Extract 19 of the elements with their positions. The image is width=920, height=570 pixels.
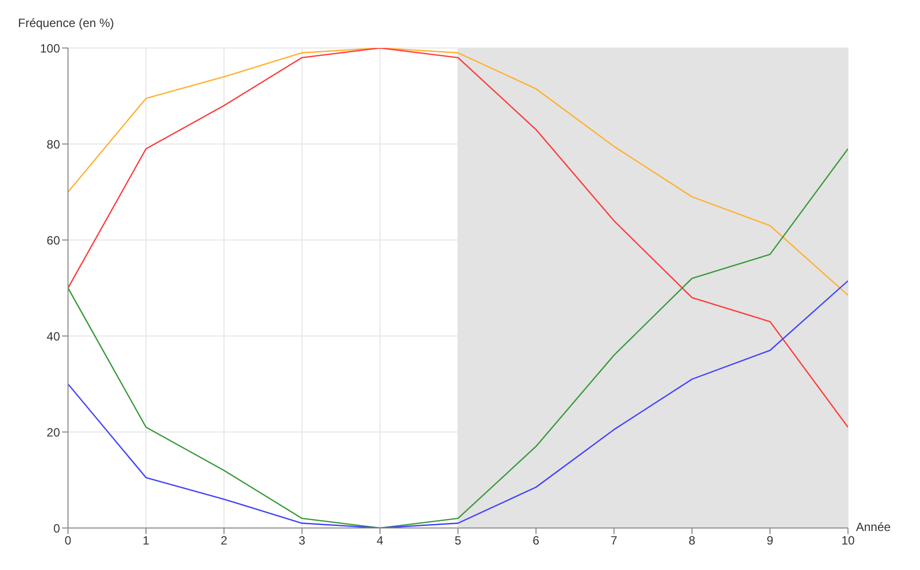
x-tick-label: 6 xyxy=(532,534,540,548)
x-tick-label: 10 xyxy=(841,534,855,548)
y-tick-label: 0 xyxy=(53,521,60,536)
y-tick-label: 100 xyxy=(40,41,60,56)
x-tick-label: 8 xyxy=(688,534,696,548)
x-tick-label: 4 xyxy=(376,534,384,548)
x-tick-label: 7 xyxy=(610,534,618,548)
x-tick-label: 0 xyxy=(64,534,72,548)
x-tick-label: 5 xyxy=(454,534,462,548)
y-axis-title: Fréquence (en %) xyxy=(18,16,114,30)
x-tick-label: 2 xyxy=(220,534,228,548)
y-tick-label: 20 xyxy=(46,425,60,440)
x-tick-label: 9 xyxy=(766,534,774,548)
x-tick-label: 3 xyxy=(298,534,306,548)
y-tick-label: 40 xyxy=(46,329,60,344)
y-tick-label: 80 xyxy=(46,137,60,152)
x-axis-title: Année xyxy=(856,520,891,534)
x-tick-label: 1 xyxy=(142,534,150,548)
y-tick-label: 60 xyxy=(46,233,60,248)
